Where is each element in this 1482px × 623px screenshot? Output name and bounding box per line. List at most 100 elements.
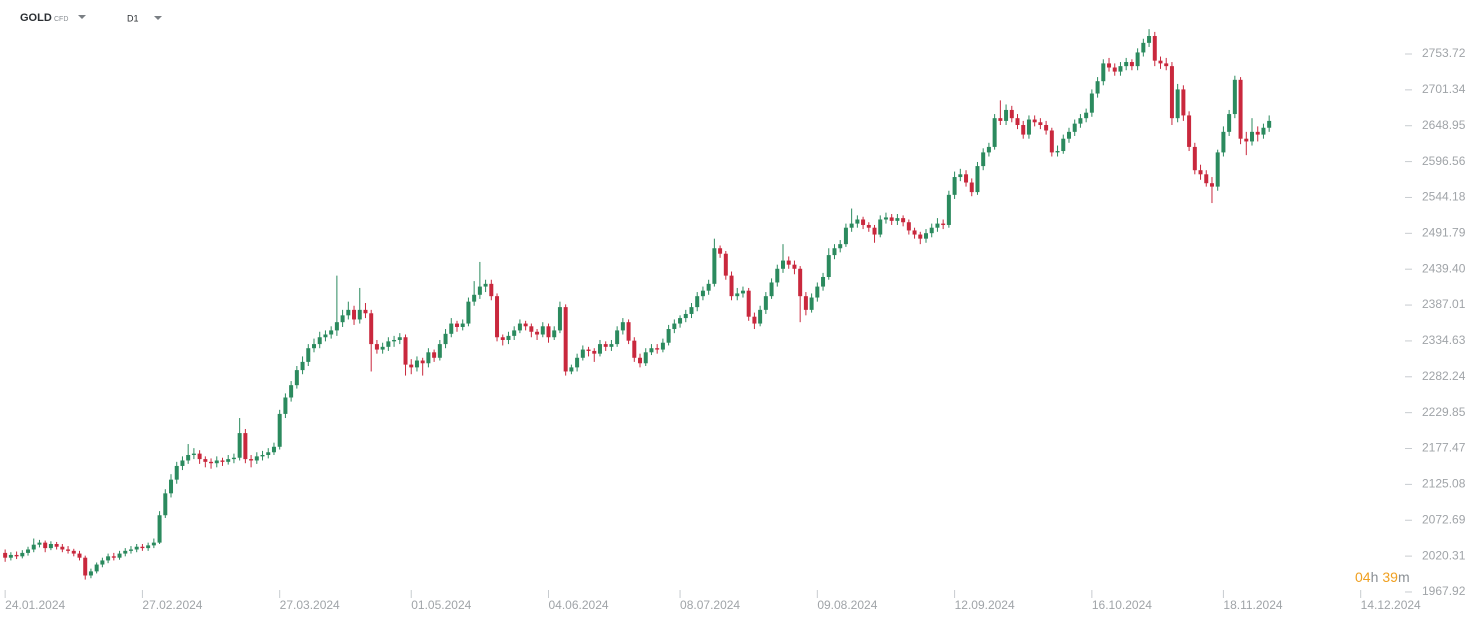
- candle-body: [380, 346, 385, 350]
- candle-body: [1009, 109, 1014, 119]
- candle-body: [334, 322, 339, 331]
- candle-body: [26, 549, 31, 553]
- candle-body: [620, 322, 625, 331]
- candle-body: [1169, 66, 1174, 119]
- candle-body: [992, 118, 997, 147]
- candle-body: [872, 227, 877, 235]
- candle-body: [815, 286, 820, 298]
- candle-body: [489, 283, 494, 297]
- candle-body: [117, 553, 122, 558]
- candle-body: [48, 543, 53, 549]
- candle-body: [723, 253, 728, 276]
- candle-body: [71, 550, 76, 554]
- candle-body: [523, 323, 528, 327]
- candle-body: [1032, 119, 1037, 123]
- candle-body: [603, 344, 608, 347]
- candle-body: [1198, 170, 1203, 175]
- candle-body: [506, 335, 511, 340]
- countdown-minutes-unit: m: [1398, 569, 1410, 585]
- candle-body: [929, 227, 934, 234]
- candle-body: [1078, 118, 1083, 124]
- candle-body: [609, 344, 614, 347]
- candle-body: [540, 326, 545, 335]
- candle-body: [66, 549, 71, 551]
- candle-body: [220, 460, 225, 462]
- candle-body: [706, 283, 711, 291]
- candle-body: [123, 550, 128, 554]
- candle-body: [306, 348, 311, 362]
- candle-body: [752, 316, 757, 324]
- candle-body: [277, 413, 282, 447]
- candle-body: [1181, 89, 1186, 116]
- candle-body: [209, 461, 214, 464]
- candle-body: [128, 549, 133, 551]
- candle-body: [1004, 109, 1009, 121]
- candle-body: [861, 219, 866, 225]
- candle-body: [763, 296, 768, 310]
- candle-body: [495, 296, 500, 338]
- candle-body: [798, 268, 803, 297]
- candle-body: [1095, 81, 1100, 94]
- candle-body: [317, 337, 322, 345]
- candle-body: [1061, 138, 1066, 152]
- candle-body: [517, 323, 522, 331]
- candle-body: [964, 174, 969, 183]
- candle-body: [186, 454, 191, 461]
- y-tick-label: 2177.47: [1422, 441, 1466, 455]
- candle-body: [758, 309, 763, 324]
- countdown-hours: 04: [1355, 569, 1371, 585]
- countdown: 04h 39m: [1355, 569, 1410, 585]
- y-tick-label: 2753.72: [1422, 46, 1466, 60]
- candle-body: [941, 223, 946, 225]
- y-tick-label: 2701.34: [1422, 82, 1466, 96]
- candle-body: [174, 465, 179, 480]
- candle-body: [615, 330, 620, 345]
- candle-body: [54, 543, 59, 547]
- candle-body: [1255, 131, 1260, 135]
- candle-body: [912, 230, 917, 235]
- candle-body: [769, 282, 774, 297]
- candle-body: [700, 290, 705, 297]
- x-tick-label: 04.06.2024: [549, 598, 609, 612]
- candle-body: [781, 260, 786, 269]
- candle-body: [529, 326, 534, 332]
- candle-body: [197, 453, 202, 460]
- candle-body: [260, 454, 265, 457]
- candle-body: [1209, 183, 1214, 187]
- candle-body: [31, 544, 36, 550]
- candle-body: [151, 542, 156, 546]
- candle-body: [1141, 42, 1146, 53]
- candle-body: [1021, 125, 1026, 135]
- candle-body: [843, 227, 848, 245]
- candle-body: [134, 546, 139, 550]
- symbol-dropdown[interactable]: [78, 15, 86, 19]
- candle-body: [535, 331, 540, 335]
- candle-body: [1089, 93, 1094, 113]
- candle-body: [1084, 112, 1089, 119]
- candle-body: [1215, 152, 1220, 187]
- y-tick-label: 2125.08: [1422, 477, 1466, 491]
- candle-body: [1147, 36, 1152, 43]
- candle-body: [300, 361, 305, 371]
- timeframe[interactable]: D1: [127, 13, 139, 23]
- candle-body: [866, 224, 871, 228]
- candle-body: [43, 542, 48, 549]
- candle-body: [3, 552, 8, 558]
- candle-body: [88, 571, 93, 576]
- candle-body: [975, 166, 980, 193]
- timeframe-dropdown[interactable]: [154, 16, 162, 20]
- candle-body: [969, 182, 974, 193]
- y-tick-label: 1967.92: [1422, 584, 1466, 598]
- y-tick-label: 2387.01: [1422, 297, 1466, 311]
- candle-body: [352, 309, 357, 320]
- candle-body: [180, 460, 185, 466]
- symbol[interactable]: GOLD: [20, 12, 52, 24]
- candle-body: [454, 323, 459, 327]
- candle-body: [20, 552, 25, 557]
- candle-body: [1101, 63, 1106, 82]
- candle-body: [557, 307, 562, 331]
- x-tick-label: 08.07.2024: [680, 598, 740, 612]
- candle-body: [638, 357, 643, 364]
- candle-body: [740, 290, 745, 294]
- candle-body: [832, 248, 837, 256]
